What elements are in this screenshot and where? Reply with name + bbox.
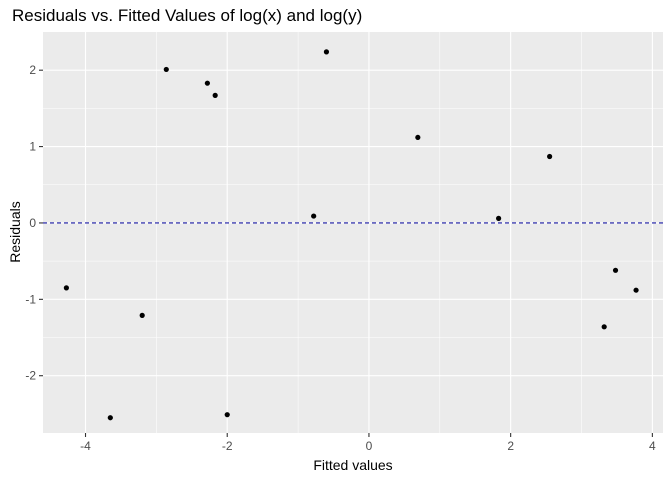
x-tick-label: -2 (222, 439, 233, 453)
x-tick-label: 2 (507, 439, 514, 453)
x-axis-title: Fitted values (313, 457, 392, 473)
data-point (311, 213, 317, 219)
x-tick-label: -4 (80, 439, 91, 453)
x-tick-label: 0 (366, 439, 373, 453)
data-point (139, 312, 145, 318)
y-tick-label: 1 (29, 140, 36, 154)
data-point (163, 66, 169, 73)
data-point (204, 80, 210, 86)
major-gridlines (43, 32, 663, 433)
x-tick-label: 4 (649, 439, 656, 453)
minor-gridlines (43, 32, 663, 433)
data-point (323, 49, 330, 55)
data-point (415, 134, 421, 141)
data-point (63, 285, 69, 291)
data-point (601, 324, 607, 330)
y-tick-label: -1 (25, 292, 36, 306)
y-tick-label: 0 (29, 216, 36, 230)
y-axis: -2 -1 0 1 2 (25, 63, 43, 383)
data-point (224, 412, 230, 418)
data-point (633, 287, 639, 293)
x-axis: -4 -2 0 2 4 (80, 433, 656, 453)
data-point (496, 215, 502, 221)
y-axis-title: Residuals (7, 201, 23, 262)
data-point (212, 92, 218, 98)
data-point (612, 267, 619, 273)
data-point (107, 415, 113, 421)
data-point (547, 153, 553, 160)
data-points (63, 49, 639, 421)
chart-title: Residuals vs. Fitted Values of log(x) an… (12, 6, 362, 25)
y-tick-label: -2 (25, 369, 36, 383)
plot-panel (43, 32, 663, 433)
y-tick-label: 2 (29, 63, 36, 77)
